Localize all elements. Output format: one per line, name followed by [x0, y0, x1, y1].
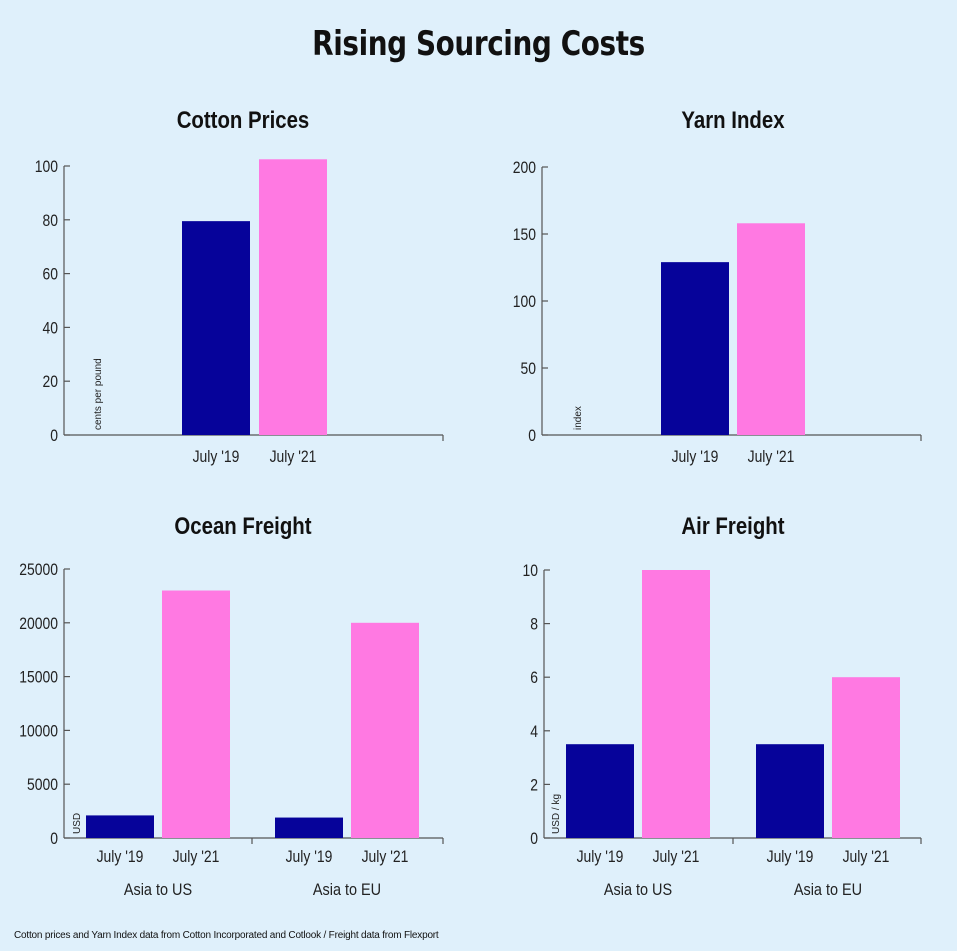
- y-tick-label: 15000: [19, 668, 58, 687]
- y-tick-label: 0: [530, 830, 538, 849]
- y-tick-label: 4: [530, 723, 538, 742]
- y-tick-label: 150: [513, 226, 537, 245]
- y-tick-label: 0: [50, 830, 58, 849]
- y-tick-label: 2: [530, 776, 538, 795]
- y-axis-label: index: [573, 406, 584, 430]
- chart-title: Cotton Prices: [177, 106, 310, 133]
- y-tick-label: 8: [530, 615, 538, 634]
- chart-title: Yarn Index: [681, 106, 785, 133]
- y-tick-label: 10000: [19, 722, 58, 741]
- bar: [162, 590, 230, 838]
- bar: [756, 744, 824, 838]
- y-tick-label: 25000: [19, 561, 58, 580]
- y-tick-label: 100: [513, 293, 537, 312]
- x-tick-label: July '19: [577, 848, 624, 867]
- footnote: Cotton prices and Yarn Index data from C…: [14, 930, 439, 941]
- y-axis-label: cents per pound: [93, 358, 104, 430]
- bar: [661, 262, 729, 435]
- x-tick-label: July '21: [748, 448, 795, 467]
- bar: [737, 223, 805, 435]
- x-tick-label: July '19: [286, 848, 333, 867]
- y-tick-label: 0: [528, 427, 536, 446]
- y-tick-label: 5000: [27, 776, 58, 795]
- bar: [259, 159, 327, 435]
- y-tick-label: 50: [521, 360, 537, 379]
- y-tick-label: 0: [50, 427, 58, 446]
- x-tick-label: July '19: [767, 848, 814, 867]
- bar: [86, 815, 154, 838]
- group-label: Asia to EU: [313, 881, 381, 899]
- y-tick-label: 6: [530, 669, 538, 688]
- x-tick-label: July '19: [193, 448, 240, 467]
- main-title: Rising Sourcing Costs: [312, 24, 645, 64]
- y-tick-label: 10: [523, 562, 539, 581]
- group-label: Asia to US: [124, 881, 192, 899]
- y-tick-label: 80: [43, 212, 59, 231]
- y-tick-label: 20: [43, 373, 59, 392]
- x-tick-label: July '21: [653, 848, 700, 867]
- y-tick-label: 60: [43, 265, 59, 284]
- bar: [832, 677, 900, 838]
- y-tick-label: 20000: [19, 615, 58, 634]
- y-tick-label: 40: [43, 319, 59, 338]
- chart-title: Ocean Freight: [174, 512, 312, 539]
- x-tick-label: July '21: [362, 848, 409, 867]
- bar: [351, 622, 419, 838]
- bar: [182, 221, 250, 435]
- chart-title: Air Freight: [681, 512, 785, 539]
- y-tick-label: 200: [513, 159, 537, 178]
- group-label: Asia to US: [604, 881, 672, 899]
- x-tick-label: July '19: [672, 448, 719, 467]
- bar: [275, 817, 343, 838]
- y-axis-label: USD: [72, 813, 83, 834]
- x-tick-label: July '21: [173, 848, 220, 867]
- x-tick-label: July '19: [97, 848, 144, 867]
- x-tick-label: July '21: [270, 448, 317, 467]
- group-label: Asia to EU: [794, 881, 862, 899]
- y-tick-label: 100: [35, 158, 59, 177]
- x-tick-label: July '21: [843, 848, 890, 867]
- y-axis-label: USD / kg: [551, 794, 562, 834]
- bar: [566, 744, 634, 838]
- bar: [642, 570, 710, 838]
